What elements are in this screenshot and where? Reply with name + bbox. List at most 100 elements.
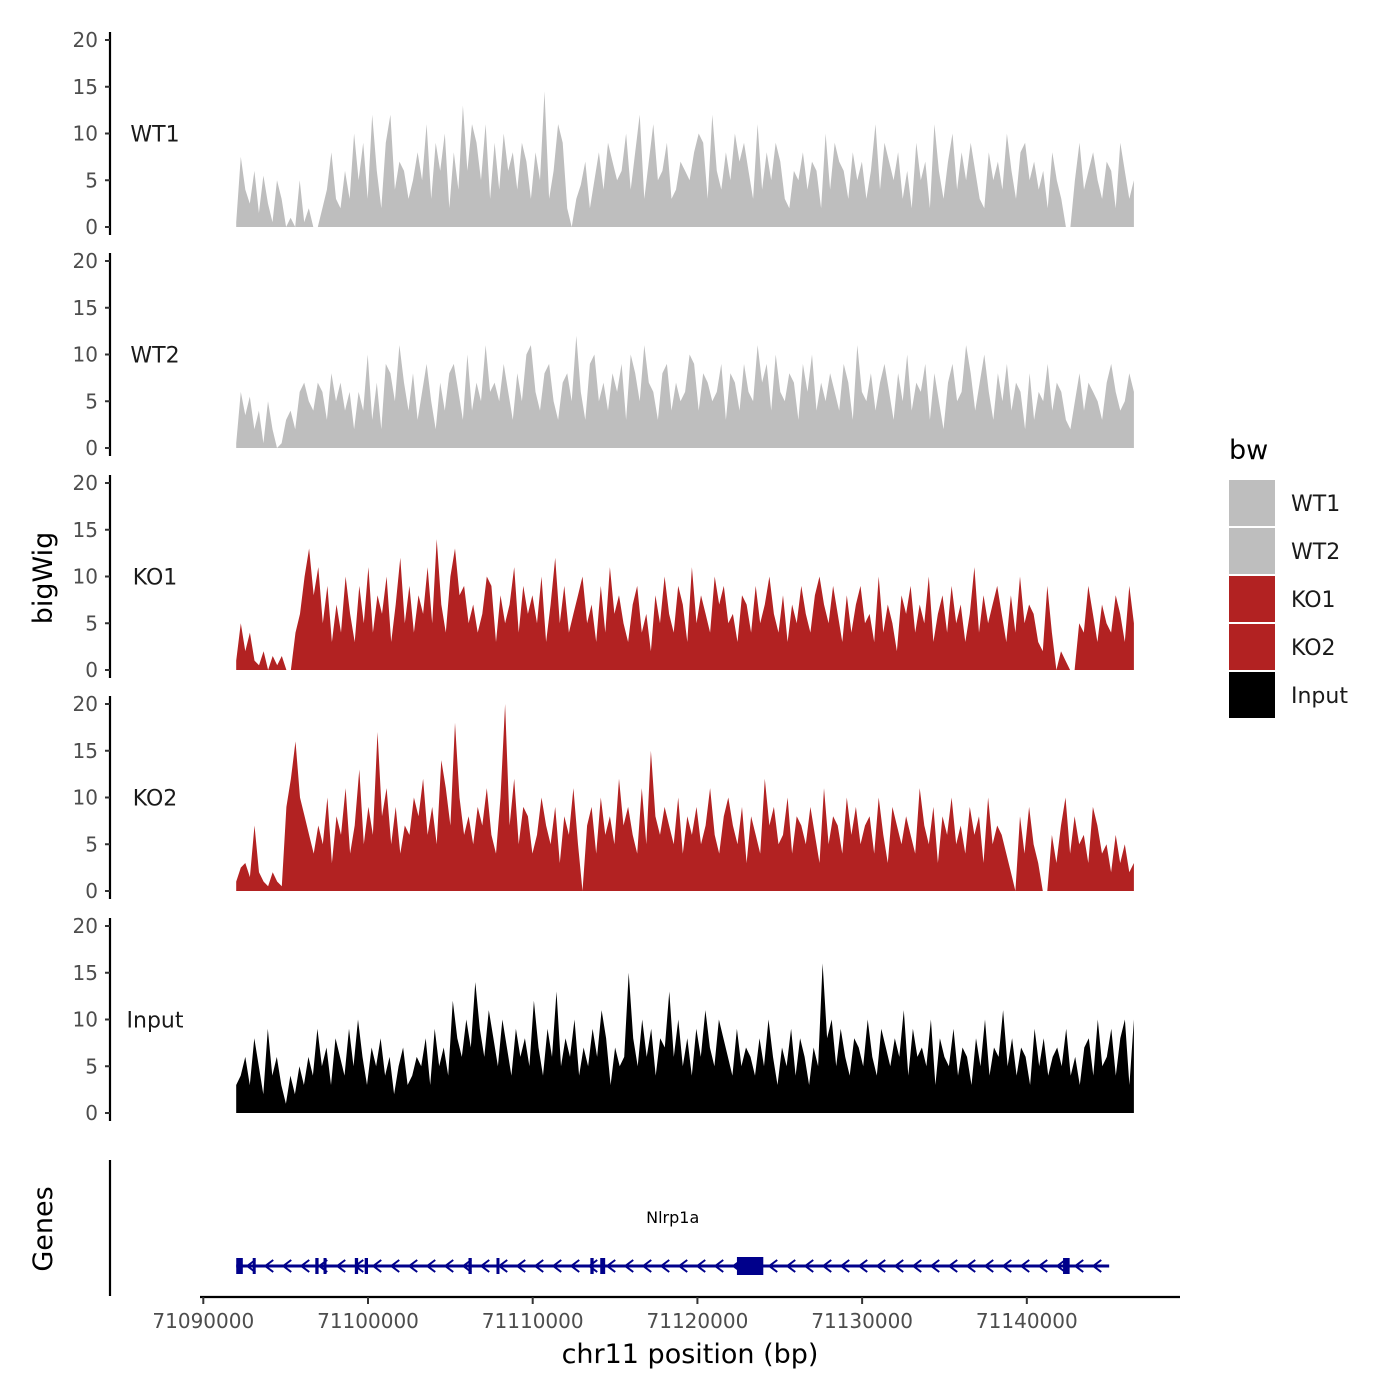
gene-strand-arrow (641, 1259, 652, 1273)
track-Input: 0 5 10 15 20 Input (73, 914, 1134, 1125)
gene-exon (468, 1258, 472, 1274)
gene-strand-arrow (893, 1259, 904, 1273)
y-tick-label-Input-5: 5 (85, 1054, 98, 1078)
gene-strand-arrow (1091, 1259, 1102, 1273)
gene-strand-arrow (479, 1259, 490, 1273)
gene-strand-arrow (1019, 1259, 1030, 1273)
x-tick-label: 71130000 (811, 1309, 913, 1333)
gene-exon (323, 1258, 327, 1274)
y-tick-label-WT1-20: 20 (73, 28, 98, 52)
gene-strand-arrow (1055, 1259, 1066, 1273)
gene-strand-arrow (245, 1259, 256, 1273)
legend-key-KO2 (1229, 624, 1275, 670)
gene-strand-arrow (821, 1259, 832, 1273)
gene-strand-arrow (407, 1259, 418, 1273)
gene-exon (496, 1258, 500, 1274)
gene-strand-arrow (659, 1259, 670, 1273)
gene-strand-arrow (389, 1259, 400, 1273)
x-axis: 71090000 71100000 71110000 71120000 71130000… (152, 1295, 1180, 1333)
gene-strand-arrow (623, 1259, 634, 1273)
genes-axis-title: Genes (28, 1186, 59, 1271)
legend-key-Input (1229, 672, 1275, 718)
y-tick-label-Input-0: 0 (85, 1101, 98, 1125)
y-tick-label-Input-10: 10 (73, 1008, 98, 1032)
gene-name-label: Nlrp1a (646, 1208, 699, 1227)
area-WT2 (236, 335, 1134, 448)
legend-label-WT1: WT1 (1291, 492, 1340, 517)
gene-strand-arrow (1037, 1259, 1048, 1273)
y-tick-label-KO1-15: 15 (73, 518, 98, 542)
track-WT2: 0 5 10 15 20 WT2 (73, 249, 1134, 460)
gene-exon (236, 1258, 243, 1274)
gene-panel: Nlrp1a (108, 1160, 1110, 1296)
y-tick-label-Input-15: 15 (73, 961, 98, 985)
gene-strand-arrow (335, 1259, 346, 1273)
y-tick-label-WT2-5: 5 (85, 389, 98, 413)
gene-strand-arrow (281, 1259, 292, 1273)
y-tick-label-KO2-20: 20 (73, 692, 98, 716)
y-tick-label-KO1-20: 20 (73, 471, 98, 495)
y-tick-label-KO1-10: 10 (73, 565, 98, 589)
legend-key-KO1 (1229, 576, 1275, 622)
area-KO2 (236, 704, 1134, 891)
x-tick-label: 71100000 (317, 1309, 419, 1333)
y-tick-label-WT2-0: 0 (85, 436, 98, 460)
track-KO2: 0 5 10 15 20 KO2 (73, 692, 1134, 903)
track-panels: 0 5 10 15 20 WT1 0 5 10 15 20 WT2 0 5 10 15 20 KO1 0 5 10 15 2… (73, 28, 1134, 1125)
gene-strand-arrow (1073, 1259, 1084, 1273)
y-tick-label-KO1-0: 0 (85, 658, 98, 682)
gene-exon (590, 1258, 594, 1274)
y-tick-label-WT1-15: 15 (73, 75, 98, 99)
track-label-KO2: KO2 (133, 787, 178, 812)
gene-strand-arrow (713, 1259, 724, 1273)
gene-strand-arrow (551, 1259, 562, 1273)
gene-strand-arrow (1001, 1259, 1012, 1273)
gene-strand-arrow (803, 1259, 814, 1273)
gene-strand-arrow (857, 1259, 868, 1273)
gene-strand-arrow (677, 1259, 688, 1273)
gene-strand-arrow (965, 1259, 976, 1273)
gene-strand-arrow (425, 1259, 436, 1273)
track-label-KO1: KO1 (133, 566, 178, 591)
y-axis-title: bigWig (28, 532, 59, 625)
gene-strand-arrow (299, 1259, 310, 1273)
gene-strand-arrow (947, 1259, 958, 1273)
gene-exon (1063, 1258, 1070, 1274)
legend-key-WT2 (1229, 528, 1275, 574)
gene-strand-arrow (875, 1259, 886, 1273)
y-tick-label-WT1-0: 0 (85, 215, 98, 239)
x-axis-title: chr11 position (bp) (562, 1339, 819, 1370)
gene-strand-arrow (839, 1259, 850, 1273)
gene-strand-arrow (371, 1259, 382, 1273)
gene-strand-arrow (767, 1259, 778, 1273)
legend: bw WT1 WT2 KO1 KO2 Input (1229, 435, 1348, 718)
y-tick-label-Input-20: 20 (73, 914, 98, 938)
gene-strand-arrow (263, 1259, 274, 1273)
gene-strand-arrow (605, 1259, 616, 1273)
gene-strand-arrow (929, 1259, 940, 1273)
x-tick-label: 71110000 (482, 1309, 584, 1333)
area-KO1 (236, 539, 1134, 670)
gene-strand-arrow (587, 1259, 598, 1273)
gene-strand-arrow (443, 1259, 454, 1273)
y-tick-label-WT2-15: 15 (73, 296, 98, 320)
y-tick-label-KO2-5: 5 (85, 832, 98, 856)
y-tick-label-WT2-10: 10 (73, 343, 98, 367)
y-tick-label-KO2-10: 10 (73, 786, 98, 810)
gene-exon (354, 1258, 359, 1274)
legend-label-KO1: KO1 (1291, 588, 1336, 613)
gene-exon (315, 1258, 319, 1274)
track-label-WT2: WT2 (130, 344, 179, 369)
gene-exon (252, 1258, 256, 1274)
y-tick-label-WT2-20: 20 (73, 249, 98, 273)
y-tick-label-WT1-10: 10 (73, 122, 98, 146)
gene-strand-arrow (515, 1259, 526, 1273)
x-tick-label: 71140000 (976, 1309, 1078, 1333)
area-WT1 (236, 91, 1134, 228)
gene-strand-arrow (533, 1259, 544, 1273)
legend-label-WT2: WT2 (1291, 540, 1340, 565)
legend-label-KO2: KO2 (1291, 636, 1336, 661)
gene-strand-arrow (785, 1259, 796, 1273)
track-WT1: 0 5 10 15 20 WT1 (73, 28, 1134, 239)
